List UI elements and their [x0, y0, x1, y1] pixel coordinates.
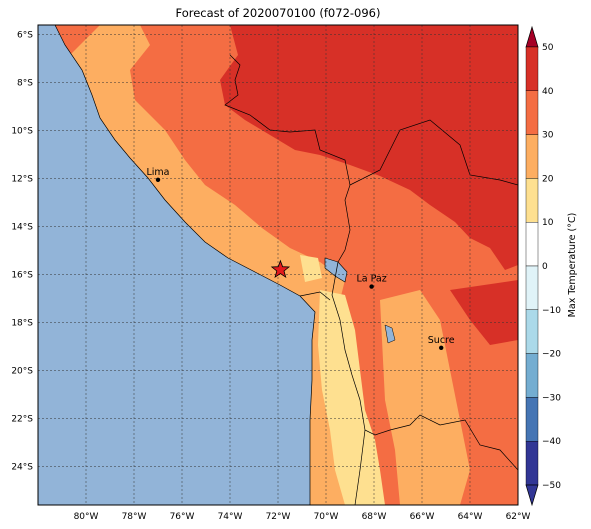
colorbar-tick-label: −20	[542, 350, 561, 360]
colorbar-tick-label: 40	[542, 87, 554, 97]
lat-tick-label: 20°S	[11, 367, 33, 377]
city-dot	[439, 345, 444, 350]
map-title: Forecast of 2020070100 (f072-096)	[175, 6, 381, 20]
colorbar-extend-top	[525, 25, 539, 48]
lat-tick-label: 22°S	[11, 415, 33, 425]
city-label: Lima	[146, 167, 169, 178]
hot-region-east	[450, 280, 518, 345]
lon-tick-label: 70°W	[314, 512, 339, 522]
cold-altiplano	[318, 290, 385, 505]
colorbar-tick-label: 50	[542, 43, 554, 53]
lat-tick-label: 18°S	[11, 319, 33, 329]
colorbar-tick-label: 20	[542, 174, 554, 184]
colorbar-extend-bottom	[525, 484, 539, 507]
ocean	[38, 25, 316, 505]
colorbar-tick-label: 0	[542, 262, 548, 272]
city-dot	[155, 177, 161, 182]
lat-tick-label: 6°S	[17, 31, 33, 41]
colorbar-tick-label: −50	[542, 481, 561, 491]
colorbar-tick-label: −40	[542, 437, 561, 447]
city-label: La Paz	[356, 274, 386, 285]
lat-tick-label: 16°S	[11, 271, 33, 281]
country-borders	[224, 54, 518, 505]
lon-tick-label: 68°W	[362, 512, 387, 522]
colorbar-segment	[525, 46, 539, 91]
colorbar-segment	[525, 265, 539, 310]
lat-tick-label: 14°S	[11, 223, 33, 233]
graticule	[38, 25, 518, 505]
lon-tick-label: 66°W	[410, 512, 435, 522]
colorbar-segment	[525, 353, 539, 398]
lon-tick-label: 74°W	[218, 512, 243, 522]
lat-tick-label: 8°S	[17, 79, 33, 89]
colorbar-segment	[525, 397, 539, 442]
colorbar-segment	[525, 221, 539, 267]
colorbar-segment	[525, 134, 539, 179]
star-marker	[270, 259, 291, 279]
lat-tick-label: 12°S	[11, 175, 33, 185]
colorbar-segment	[525, 90, 539, 135]
colorbar-tick-label: 10	[542, 218, 554, 228]
colorbar-tick-label: −10	[542, 306, 561, 316]
city-dot	[369, 284, 374, 289]
lat-tick-label: 24°S	[11, 463, 33, 473]
cool-band-east	[380, 290, 470, 505]
lon-tick-label: 72°W	[266, 512, 291, 522]
hot-region-north	[220, 25, 518, 270]
lon-tick-label: 78°W	[122, 512, 147, 522]
colorbar-tick-label: 30	[542, 131, 554, 141]
colorbar-label: Max Temperature (°C)	[567, 213, 578, 318]
map-frame	[37, 24, 519, 506]
lat-tick-label: 10°S	[11, 127, 33, 137]
city-label: Sucre	[428, 335, 455, 346]
lon-tick-label: 62°W	[506, 512, 531, 522]
colorbar-segment	[525, 178, 539, 223]
colorbar-tick-label: −30	[542, 393, 561, 403]
lake-poopo	[384, 324, 396, 344]
colorbar-segment	[525, 309, 539, 354]
cold-patch	[300, 255, 322, 282]
lon-tick-label: 76°W	[170, 512, 195, 522]
lon-tick-label: 80°W	[74, 512, 99, 522]
colorbar-segment	[525, 441, 539, 486]
lon-tick-label: 64°W	[458, 512, 483, 522]
